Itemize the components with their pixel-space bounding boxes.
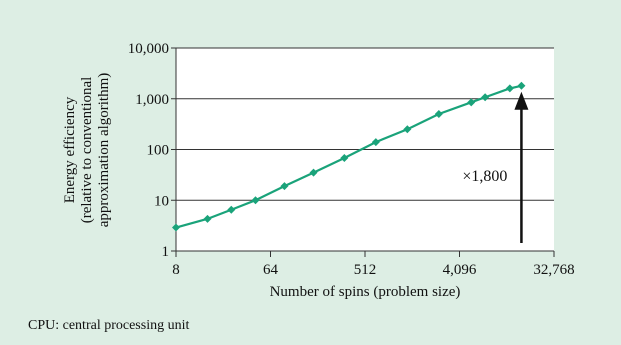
data-point [251, 196, 260, 205]
annotation-arrow-head [514, 91, 529, 110]
data-point [280, 182, 289, 191]
x-tick-label: 64 [263, 262, 279, 278]
data-point [434, 110, 443, 119]
x-tick-label: 8 [172, 262, 180, 278]
data-point [371, 138, 380, 147]
y-axis-title: Energy efficiency (relative to conventio… [62, 73, 112, 228]
y-tick-label: 10 [154, 193, 169, 209]
x-tick-label: 4,096 [443, 262, 477, 278]
y-axis-title-line-3: approximation algorithm) [96, 73, 112, 228]
y-axis-title-line-1: Energy efficiency [62, 96, 78, 203]
y-tick-label: 1 [162, 244, 170, 260]
data-point [403, 125, 412, 134]
data-point [467, 98, 476, 107]
x-axis-title: Number of spins (problem size) [270, 284, 461, 300]
data-point [517, 81, 526, 90]
x-tick-label: 32,768 [533, 262, 574, 278]
data-point [203, 214, 212, 223]
data-point [481, 93, 490, 102]
data-point [172, 223, 180, 232]
y-tick-label: 100 [147, 143, 170, 159]
x-tick-label: 512 [354, 262, 377, 278]
y-axis-title-line-2: (relative to conventional [79, 77, 95, 224]
data-point [309, 168, 318, 177]
footnote: CPU: central processing unit [28, 318, 190, 333]
y-tick-label: 10,000 [128, 41, 169, 57]
y-tick-label: 1,000 [135, 92, 169, 108]
data-point [505, 84, 514, 93]
data-point [227, 205, 236, 214]
line-chart: 1 10 100 1,000 10,000 8 64 512 4,096 32,768 ×1,80… [62, 41, 575, 300]
annotation-label: ×1,800 [462, 168, 507, 185]
data-point [340, 154, 349, 163]
